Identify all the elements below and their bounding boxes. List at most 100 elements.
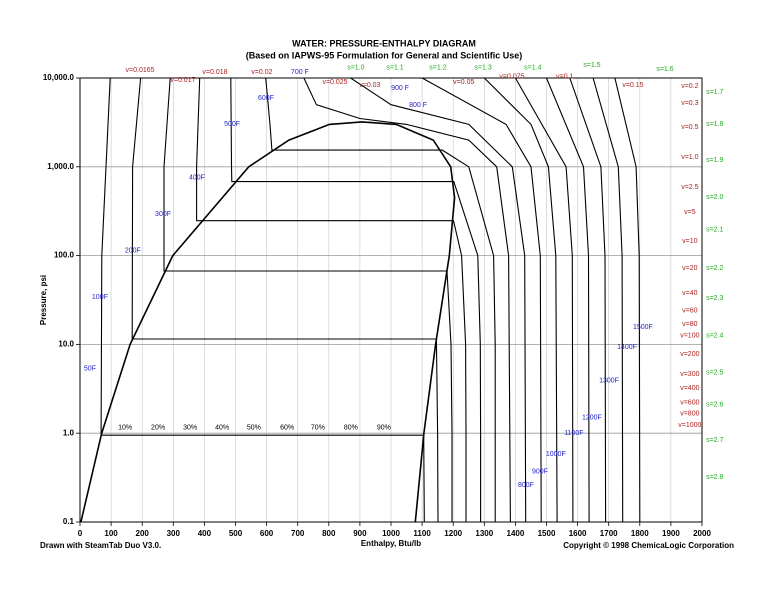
x-tick-label: 1300 [475, 529, 493, 538]
annotation: 1400F [617, 344, 637, 351]
x-tick-label: 400 [198, 529, 212, 538]
annotation: 80% [344, 425, 358, 432]
y-tick-label: 1.0 [63, 428, 75, 437]
x-tick-label: 800 [322, 529, 336, 538]
annotation: s=2.5 [706, 370, 723, 377]
annotation: v=2.5 [681, 184, 698, 191]
plot-frame [79, 77, 703, 523]
annotation: 60% [280, 425, 294, 432]
annotation: v=0.03 [359, 82, 380, 89]
curve [483, 78, 558, 522]
chart-subtitle: (Based on IAPWS-95 Formulation for Gener… [246, 50, 523, 60]
annotation: s=1.8 [706, 121, 723, 128]
x-tick-label: 1400 [507, 529, 525, 538]
curve [131, 78, 439, 522]
annotation: v=20 [682, 265, 697, 272]
annotation: v=5 [684, 209, 696, 216]
x-axis-label: Enthalpy, Btu/lb [361, 539, 421, 548]
x-tick-label: 1000 [382, 529, 400, 538]
annotation: 700 F [291, 69, 309, 76]
annotation: 1500F [633, 324, 653, 331]
curve [569, 78, 607, 522]
annotation: v=0.025 [322, 79, 347, 86]
x-tick-label: 1600 [569, 529, 587, 538]
annotation: 900F [532, 468, 548, 475]
annotation: 600F [258, 95, 274, 102]
annotation: s=2.6 [706, 401, 723, 408]
annotation: v=0.5 [681, 124, 698, 131]
x-tick-label: 900 [353, 529, 367, 538]
curve [80, 121, 456, 522]
annotation: 10% [118, 425, 132, 432]
footer-right: Copyright © 1998 ChemicaLogic Corporatio… [563, 541, 734, 550]
y-axis-label: Pressure, psi [39, 275, 48, 325]
curve [303, 78, 511, 522]
annotation: s=1.5 [583, 62, 600, 69]
annotation: 300F [155, 211, 171, 218]
annotation: v=200 [680, 351, 699, 358]
labels: 0 100 200 300 400 500 600 700 800 900 1000 1100 1200… [43, 62, 724, 538]
grid [76, 77, 703, 526]
annotation: s=1.9 [706, 157, 723, 164]
annotation: v=0.0165 [126, 67, 155, 74]
x-tick-label: 100 [104, 529, 118, 538]
annotation: v=0.1 [556, 74, 573, 81]
curve [514, 78, 574, 522]
annotation: v=300 [680, 371, 699, 378]
annotation: 1100F [564, 430, 583, 437]
annotation: s=2.4 [706, 333, 723, 340]
curve [421, 78, 542, 522]
annotation: 1000F [546, 451, 566, 458]
annotation: s=2.1 [706, 227, 723, 234]
annotation: s=2.0 [706, 194, 723, 201]
x-tick-label: 300 [167, 529, 181, 538]
annotation: s=2.8 [706, 474, 723, 481]
annotation: s=1.0 [347, 65, 364, 72]
annotation: s=1.1 [386, 65, 403, 72]
annotation: 50% [247, 425, 261, 432]
annotation: s=2.2 [706, 265, 723, 272]
annotation: v=400 [680, 385, 699, 392]
x-tick-label: 0 [78, 529, 83, 538]
curve [545, 78, 590, 522]
annotation: 200F [125, 248, 141, 255]
x-tick-label: 1500 [538, 529, 556, 538]
curve [230, 78, 482, 522]
curve [265, 78, 496, 522]
annotation: v=0.05 [453, 79, 474, 86]
curve [163, 78, 453, 522]
x-tick-label: 500 [229, 529, 243, 538]
annotation: v=0.017 [170, 77, 195, 84]
curve [100, 78, 425, 522]
x-tick-label: 1900 [662, 529, 680, 538]
footer-left: Drawn with SteamTab Duo V3.0. [40, 541, 161, 550]
annotation: s=1.3 [474, 65, 491, 72]
annotation: s=1.2 [429, 65, 446, 72]
annotation: 1200F [582, 414, 602, 421]
annotation: v=800 [680, 410, 699, 417]
annotation: 100F [92, 294, 108, 301]
x-tick-label: 1200 [444, 529, 462, 538]
annotation: 500F [224, 121, 240, 128]
annotation: 40% [215, 425, 229, 432]
curves [80, 78, 641, 522]
annotation: s=1.4 [524, 65, 541, 72]
annotation: 400F [189, 175, 205, 182]
x-tick-label: 1800 [631, 529, 649, 538]
curve [614, 78, 641, 522]
curve [350, 78, 527, 522]
annotation: v=1.0 [681, 154, 698, 161]
annotation: v=0.075 [499, 74, 524, 81]
x-tick-label: 1700 [600, 529, 618, 538]
annotation: 90% [377, 425, 391, 432]
annotation: s=1.6 [656, 66, 673, 73]
y-tick-label: 1,000.0 [47, 162, 74, 171]
annotation: v=10 [682, 238, 697, 245]
annotation: v=0.15 [622, 82, 643, 89]
annotation: v=0.3 [681, 100, 698, 107]
chart-title: WATER: PRESSURE-ENTHALPY DIAGRAM [292, 38, 476, 48]
annotation: s=2.7 [706, 437, 723, 444]
annotation: 70% [311, 425, 325, 432]
annotation: 20% [151, 425, 165, 432]
